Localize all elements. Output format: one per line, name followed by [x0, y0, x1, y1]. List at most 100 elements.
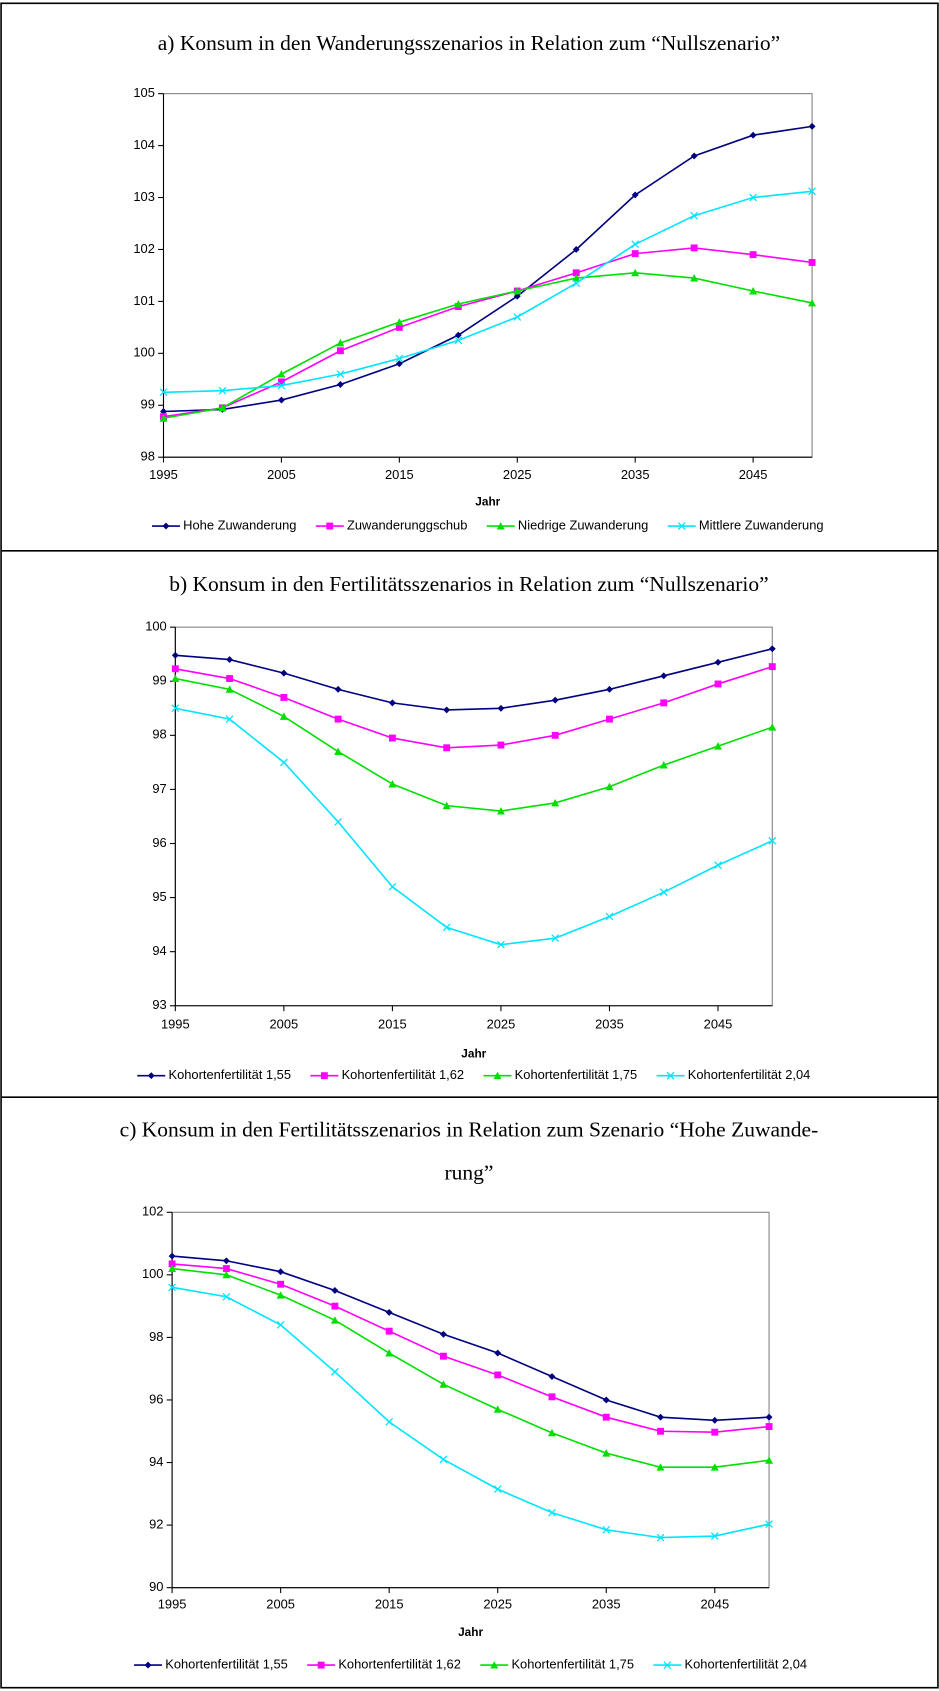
y-tick-label: 100 [142, 1266, 164, 1281]
marker [147, 1072, 155, 1080]
plot-area [174, 626, 773, 1007]
series-line [163, 190, 813, 394]
marker [171, 674, 180, 682]
marker [277, 396, 285, 404]
y-tick-label: 95 [152, 889, 166, 904]
marker [277, 378, 285, 386]
marker [277, 381, 286, 390]
series-line [172, 1263, 770, 1434]
y-tick-label: 97 [152, 781, 166, 796]
marker [494, 1349, 502, 1357]
x-tick-label: 2045 [739, 467, 768, 482]
y-tick-label: 100 [145, 619, 167, 634]
x-tick-label: 2035 [621, 467, 650, 482]
marker [663, 1661, 672, 1670]
marker [336, 338, 345, 347]
marker [808, 298, 817, 307]
marker [395, 318, 404, 326]
legend-label: Kohortenfertilität 2,04 [685, 1657, 808, 1672]
marker [330, 1316, 339, 1324]
marker [168, 1264, 177, 1273]
legend-item: Niedrige Zuwanderung [486, 517, 648, 532]
legend-label: Kohortenfertilität 1,55 [165, 1657, 288, 1672]
x-tick-label: 2005 [266, 1596, 295, 1611]
y-tick-label: 105 [133, 85, 155, 100]
marker [768, 723, 777, 731]
marker [808, 122, 816, 130]
marker [222, 1265, 230, 1273]
y-tick-label: 98 [152, 727, 166, 742]
marker [331, 1302, 339, 1310]
marker [222, 1257, 230, 1265]
marker [572, 246, 580, 253]
marker [385, 1327, 393, 1335]
marker [225, 715, 234, 724]
marker [677, 522, 686, 530]
legend-item: Mittlere Zuwanderung [667, 517, 824, 532]
marker [659, 761, 668, 769]
marker [660, 672, 668, 680]
marker [548, 1393, 556, 1401]
legend: Kohortenfertilität 1,55 Kohortenfertilitä… [134, 1657, 807, 1672]
y-tick-label: 103 [133, 189, 155, 204]
marker [496, 807, 505, 815]
x-tick-label: 2005 [270, 1017, 299, 1032]
marker [710, 1532, 719, 1540]
marker [765, 1520, 773, 1529]
marker [631, 250, 639, 258]
marker [572, 274, 581, 282]
marker [388, 734, 396, 742]
marker [714, 742, 722, 750]
y-tick-label: 99 [152, 673, 166, 688]
x-tick-label: 1995 [161, 1017, 190, 1032]
x-tick-label: 2035 [595, 1017, 624, 1032]
marker [279, 712, 288, 720]
marker [334, 715, 342, 723]
marker [226, 656, 234, 664]
legend-label: Kohortenfertilität 1,62 [342, 1067, 465, 1082]
marker [320, 1072, 328, 1080]
y-tick-label: 98 [141, 449, 155, 464]
legend-label: Niedrige Zuwanderung [518, 517, 648, 532]
series-line [175, 707, 773, 946]
x-tick-label: 2035 [592, 1596, 621, 1611]
marker [656, 1533, 665, 1542]
series-line [163, 272, 813, 420]
marker [326, 522, 334, 530]
plot-area [162, 93, 813, 458]
plot-area [171, 1211, 770, 1589]
legend: Hohe Zuwanderung Zuwanderunggschub Niedrig… [151, 517, 824, 532]
marker [657, 1427, 664, 1435]
x-tick-label: 2015 [385, 467, 414, 482]
marker [606, 685, 613, 693]
marker [714, 680, 722, 688]
marker [714, 861, 722, 870]
y-tick-label: 98 [149, 1329, 163, 1344]
legend-item: Kohortenfertilität 2,04 [656, 1067, 810, 1082]
marker [168, 1252, 176, 1260]
marker [388, 780, 397, 788]
marker [159, 414, 168, 422]
marker [218, 386, 227, 395]
marker [493, 1485, 502, 1494]
marker [331, 1287, 339, 1294]
marker [690, 274, 699, 282]
marker [388, 882, 397, 891]
legend-item: Kohortenfertilität 1,75 [480, 1657, 634, 1672]
marker [711, 1416, 719, 1424]
marker [551, 696, 559, 704]
legend-label: Kohortenfertilität 1,75 [515, 1067, 638, 1082]
y-tick-label: 100 [133, 345, 155, 360]
series-line [175, 648, 773, 711]
marker [547, 1428, 556, 1437]
marker [749, 193, 758, 202]
marker [631, 268, 640, 277]
marker [276, 1320, 285, 1329]
marker [454, 336, 463, 345]
marker [497, 940, 505, 949]
y-tick-label: 94 [149, 1454, 163, 1469]
marker [168, 1260, 176, 1268]
legend-item: Kohortenfertilität 1,75 [483, 1067, 637, 1082]
chart-title: b) Konsum in den Fertilitätsszenarios in… [169, 572, 768, 596]
